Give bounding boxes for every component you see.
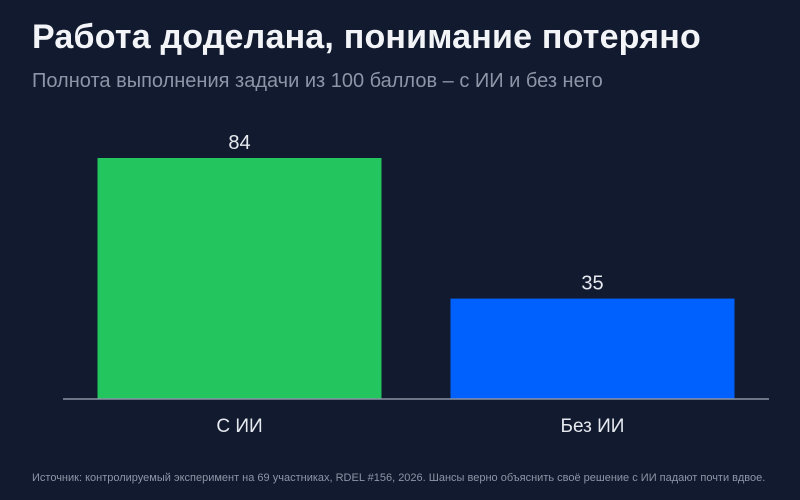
chart-subtitle: Полнота выполнения задачи из 100 баллов … <box>32 70 603 92</box>
value-label-1: 84 <box>228 132 250 154</box>
category-label-2: Без ИИ <box>561 416 625 437</box>
category-label-1: С ИИ <box>216 416 262 437</box>
category-labels-group: С ИИ Без ИИ <box>216 416 624 437</box>
source-note: Источник: контролируемый эксперимент на … <box>32 472 766 484</box>
bar-2 <box>450 298 735 399</box>
chart-title: Работа доделана, понимание потеряно <box>32 18 701 56</box>
value-labels-group: 84 35 <box>228 132 603 295</box>
bar-1 <box>97 158 382 399</box>
bars-group <box>97 158 735 399</box>
value-label-2: 35 <box>581 273 603 295</box>
